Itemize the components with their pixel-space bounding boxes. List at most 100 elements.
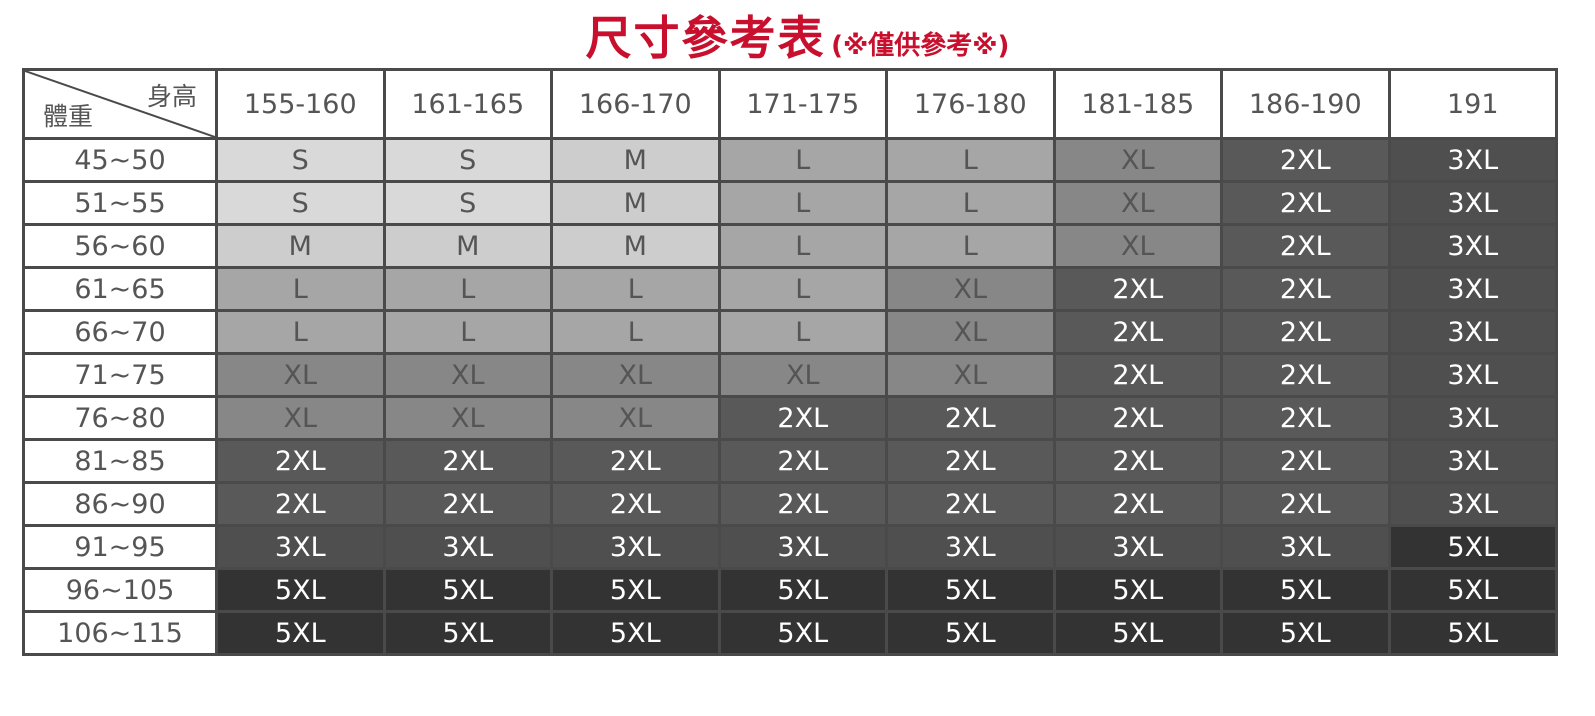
weight-cell: 56~60 — [22, 223, 218, 269]
size-cell: L — [382, 266, 553, 312]
table-row: 71~75 XL XL XL XL XL 2XL 2XL 3XL — [22, 352, 1558, 398]
size-cell: 5XL — [382, 610, 553, 656]
size-cell: L — [885, 180, 1056, 226]
size-cell: 2XL — [717, 438, 888, 484]
size-cell: 3XL — [215, 524, 386, 570]
size-cell: 2XL — [1220, 180, 1391, 226]
height-header: 166-170 — [550, 68, 721, 140]
weight-cell: 96~105 — [22, 567, 218, 613]
size-cell: 3XL — [1052, 524, 1223, 570]
size-cell: 2XL — [1220, 137, 1391, 183]
size-cell: 2XL — [1052, 309, 1223, 355]
height-header: 176-180 — [885, 68, 1056, 140]
weight-cell: 76~80 — [22, 395, 218, 441]
height-header: 186-190 — [1220, 68, 1391, 140]
size-cell: 3XL — [550, 524, 721, 570]
size-cell: M — [382, 223, 553, 269]
size-cell: 2XL — [1052, 352, 1223, 398]
size-cell: S — [215, 180, 386, 226]
header-row: 身高 體重 155-160 161-165 166-170 171-175 176-18… — [22, 68, 1558, 140]
size-cell: XL — [885, 266, 1056, 312]
table-row: 86~90 2XL 2XL 2XL 2XL 2XL 2XL 2XL 3XL — [22, 481, 1558, 527]
weight-cell: 86~90 — [22, 481, 218, 527]
size-cell: M — [215, 223, 386, 269]
size-cell: 3XL — [1220, 524, 1391, 570]
size-cell: L — [885, 223, 1056, 269]
size-cell: S — [215, 137, 386, 183]
weight-cell: 71~75 — [22, 352, 218, 398]
size-cell: XL — [1052, 223, 1223, 269]
page-title: 尺寸參考表 (※僅供參考※) — [0, 2, 1595, 68]
size-cell: 2XL — [382, 438, 553, 484]
weight-cell: 91~95 — [22, 524, 218, 570]
height-axis-label: 身高 — [146, 82, 197, 111]
size-cell: 3XL — [382, 524, 553, 570]
size-cell: L — [215, 266, 386, 312]
title-subtitle: (※僅供參考※) — [831, 31, 1010, 61]
size-cell: 2XL — [717, 395, 888, 441]
size-cell: M — [550, 223, 721, 269]
size-cell: 5XL — [382, 567, 553, 613]
weight-cell: 45~50 — [22, 137, 218, 183]
table-row: 51~55 S S M L L XL 2XL 3XL — [22, 180, 1558, 226]
size-cell: XL — [550, 395, 721, 441]
size-cell: 3XL — [1387, 352, 1558, 398]
size-cell: 5XL — [1052, 610, 1223, 656]
size-cell: 3XL — [1387, 438, 1558, 484]
size-cell: 5XL — [1387, 567, 1558, 613]
title-main: 尺寸參考表 — [585, 11, 826, 65]
size-cell: 5XL — [1387, 524, 1558, 570]
size-cell: 5XL — [717, 567, 888, 613]
height-header: 171-175 — [717, 68, 888, 140]
size-cell: 5XL — [717, 610, 888, 656]
size-cell: L — [550, 309, 721, 355]
size-cell: 3XL — [885, 524, 1056, 570]
size-cell: XL — [1052, 180, 1223, 226]
table-row: 66~70 L L L L XL 2XL 2XL 3XL — [22, 309, 1558, 355]
size-cell: XL — [215, 395, 386, 441]
table-row: 76~80 XL XL XL 2XL 2XL 2XL 2XL 3XL — [22, 395, 1558, 441]
size-cell: XL — [382, 352, 553, 398]
size-cell: 2XL — [885, 438, 1056, 484]
size-cell: XL — [382, 395, 553, 441]
size-cell: 2XL — [1220, 438, 1391, 484]
size-cell: 2XL — [215, 438, 386, 484]
size-cell: 3XL — [1387, 395, 1558, 441]
size-cell: L — [717, 137, 888, 183]
size-cell: 2XL — [550, 438, 721, 484]
size-cell: S — [382, 180, 553, 226]
size-cell: 5XL — [1220, 567, 1391, 613]
size-cell: S — [382, 137, 553, 183]
size-cell: 5XL — [885, 610, 1056, 656]
table-row: 96~105 5XL 5XL 5XL 5XL 5XL 5XL 5XL 5XL — [22, 567, 1558, 613]
size-cell: M — [550, 180, 721, 226]
size-cell: 3XL — [717, 524, 888, 570]
size-cell: 3XL — [1387, 137, 1558, 183]
size-cell: 2XL — [1052, 395, 1223, 441]
size-cell: 5XL — [215, 567, 386, 613]
size-cell: 2XL — [1220, 266, 1391, 312]
size-cell: 3XL — [1387, 481, 1558, 527]
size-cell: L — [382, 309, 553, 355]
height-header: 181-185 — [1052, 68, 1223, 140]
size-cell: 5XL — [1052, 567, 1223, 613]
table-row: 45~50 S S M L L XL 2XL 3XL — [22, 137, 1558, 183]
corner-cell: 身高 體重 — [22, 68, 218, 140]
size-cell: 2XL — [1052, 438, 1223, 484]
table-row: 91~95 3XL 3XL 3XL 3XL 3XL 3XL 3XL 5XL — [22, 524, 1558, 570]
weight-cell: 106~115 — [22, 610, 218, 656]
size-cell: M — [550, 137, 721, 183]
size-cell: 3XL — [1387, 266, 1558, 312]
weight-cell: 51~55 — [22, 180, 218, 226]
size-cell: XL — [885, 352, 1056, 398]
size-cell: 2XL — [550, 481, 721, 527]
weight-cell: 66~70 — [22, 309, 218, 355]
size-cell: 2XL — [885, 395, 1056, 441]
size-cell: 2XL — [1220, 309, 1391, 355]
table-row: 61~65 L L L L XL 2XL 2XL 3XL — [22, 266, 1558, 312]
table-row: 56~60 M M M L L XL 2XL 3XL — [22, 223, 1558, 269]
size-chart-table: 身高 體重 155-160 161-165 166-170 171-175 176-18… — [22, 68, 1558, 656]
table-row: 81~85 2XL 2XL 2XL 2XL 2XL 2XL 2XL 3XL — [22, 438, 1558, 484]
size-cell: L — [885, 137, 1056, 183]
size-cell: 2XL — [717, 481, 888, 527]
